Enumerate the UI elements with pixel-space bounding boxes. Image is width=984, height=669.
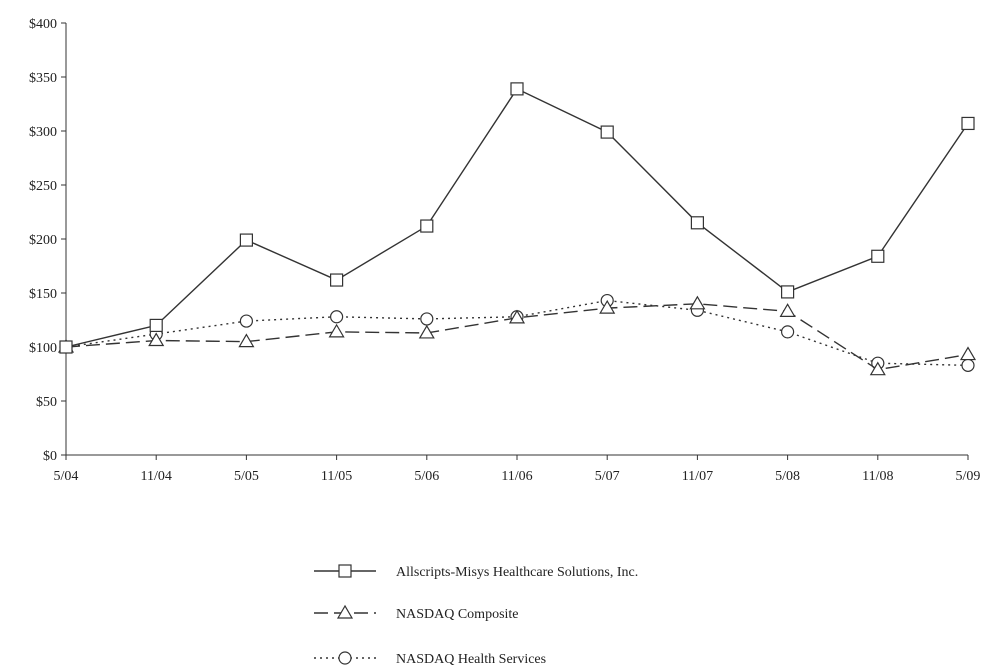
data-point-square — [780, 285, 795, 299]
data-point-square — [420, 219, 434, 233]
data-point-triangle — [328, 323, 345, 338]
x-tick-label: 5/06 — [414, 469, 439, 484]
y-tick-label: $100 — [29, 341, 57, 356]
data-point-square — [600, 125, 614, 139]
y-tick-label: $150 — [29, 287, 57, 302]
data-point-square — [330, 273, 344, 287]
y-tick-label: $0 — [43, 449, 57, 464]
x-tick-label: 5/07 — [595, 469, 620, 484]
data-point-square — [510, 82, 524, 96]
legend-label: NASDAQ Health Services — [396, 652, 546, 667]
data-point-triangle — [689, 295, 706, 310]
series-line-circle — [65, 299, 969, 367]
legend-marker-circle — [338, 651, 352, 665]
data-point-triangle — [508, 309, 526, 324]
y-tick-label: $350 — [29, 71, 57, 86]
y-tick-label: $400 — [29, 17, 57, 32]
data-point-circle — [780, 325, 795, 339]
x-tick-label: 11/08 — [862, 469, 893, 484]
data-point-circle — [420, 312, 434, 326]
data-point-circle — [239, 314, 253, 328]
series-line-square — [65, 87, 969, 348]
data-point-triangle — [418, 324, 435, 339]
x-tick-label: 11/06 — [501, 469, 532, 484]
data-point-square — [239, 233, 253, 247]
legend-marker-square — [338, 564, 352, 578]
data-point-circle — [961, 358, 975, 372]
data-point-triangle — [148, 332, 165, 347]
chart-series — [57, 82, 977, 376]
x-tick-label: 11/05 — [321, 469, 352, 484]
chart-axes: $0 $50 $100 $150 $200 $250 $300 $350 $400 5/04 11/… — [29, 17, 980, 484]
x-tick-label: 5/05 — [234, 469, 259, 484]
data-point-triangle — [238, 333, 255, 348]
x-tick-label: 5/09 — [956, 469, 981, 484]
chart-legend: Allscripts-Misys Healthcare Solutions, I… — [314, 564, 638, 667]
data-point-triangle — [869, 361, 886, 376]
data-point-square — [149, 318, 163, 332]
data-point-square — [871, 249, 885, 263]
y-tick-label: $50 — [36, 395, 57, 410]
y-tick-label: $200 — [29, 233, 57, 248]
data-point-square — [690, 216, 705, 230]
legend-label: Allscripts-Misys Healthcare Solutions, I… — [396, 565, 638, 580]
y-tick-label: $250 — [29, 179, 57, 194]
data-point-circle — [330, 310, 344, 324]
x-tick-label: 11/04 — [141, 469, 172, 484]
data-point-triangle — [599, 299, 616, 314]
legend-marker-triangle — [336, 604, 354, 619]
data-point-square — [961, 116, 975, 131]
data-point-triangle — [779, 303, 796, 317]
data-point-square — [59, 340, 73, 354]
x-tick-label: 11/07 — [682, 469, 713, 484]
legend-label: NASDAQ Composite — [396, 607, 519, 622]
x-tick-label: 5/08 — [775, 469, 800, 484]
data-point-triangle — [959, 346, 977, 361]
x-tick-label: 5/04 — [54, 469, 79, 484]
y-tick-label: $300 — [29, 125, 57, 140]
